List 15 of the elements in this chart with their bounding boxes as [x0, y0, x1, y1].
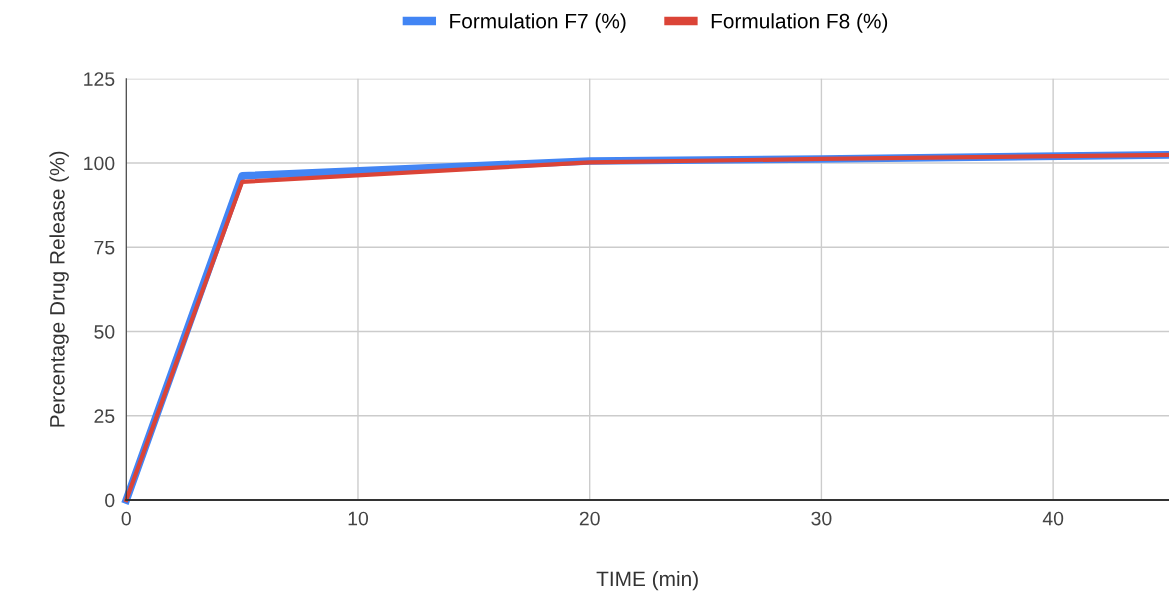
- x-tick-label: 20: [579, 511, 600, 526]
- y-tick-label: 100: [84, 156, 115, 171]
- y-tick-label: 50: [94, 324, 115, 339]
- x-tick-label: 40: [1042, 511, 1064, 526]
- y-tick-label: 125: [84, 72, 115, 86]
- y-axis-title: Percentage Drug Release (%): [49, 151, 69, 427]
- y-tick-label: 25: [94, 409, 115, 424]
- x-tick-label: 10: [348, 511, 369, 526]
- x-tick-label: 30: [811, 511, 832, 526]
- y-tick-label: 75: [94, 240, 115, 255]
- y-tick-label: 0: [105, 493, 115, 508]
- legend-label: Formulation F7 (%): [450, 13, 626, 33]
- legend-label: Formulation F8 (%): [711, 13, 888, 33]
- x-tick-label: 0: [121, 511, 131, 526]
- x-axis-title: TIME (min): [596, 570, 698, 591]
